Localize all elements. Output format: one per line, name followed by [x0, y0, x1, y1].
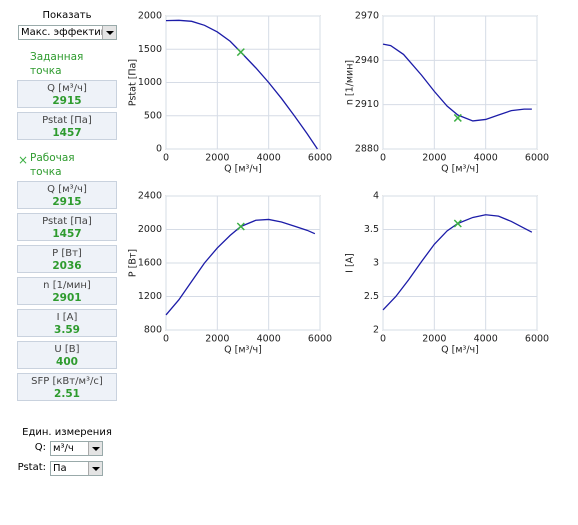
- operating-point: [236, 222, 245, 231]
- field-label: n [1/мин]: [43, 280, 91, 291]
- unit-label: Pstat:: [17, 462, 46, 473]
- x-tick-label: 4000: [474, 153, 498, 164]
- plot-area: [382, 15, 538, 150]
- field-box: Pstat [Па] 1457: [17, 112, 117, 140]
- field-label: I [A]: [56, 312, 78, 323]
- y-tick-label: 1500: [138, 44, 162, 55]
- field-value: 1457: [52, 228, 82, 240]
- operating-point: [453, 219, 462, 228]
- field-box: Pstat [Па] 1457: [17, 213, 117, 241]
- field-label: SFP [кВт/м³/с]: [31, 376, 103, 387]
- field-label: P [Вт]: [52, 248, 82, 259]
- field-box: U [B] 400: [17, 341, 117, 369]
- y-tick-label: 3.5: [364, 224, 379, 235]
- y-tick-label: 2: [373, 325, 379, 336]
- y-tick-label: 2000: [138, 11, 162, 22]
- x-axis-label: Q [м³/ч]: [224, 164, 262, 175]
- x-tick-label: 4000: [257, 153, 281, 164]
- x-tick-label: 0: [380, 334, 386, 345]
- field-box: SFP [кВт/м³/с] 2.51: [17, 373, 117, 401]
- field-label: Q [м³/ч]: [47, 83, 87, 94]
- unit-label: Q:: [34, 442, 46, 453]
- y-tick-label: 2400: [138, 191, 162, 202]
- x-tick-label: 6000: [308, 334, 332, 345]
- x-tick-label: 4000: [257, 334, 281, 345]
- field-label: Pstat [Па]: [42, 115, 92, 126]
- show-select[interactable]: Макс. эффективн: [18, 25, 117, 40]
- y-tick-label: 2970: [355, 11, 379, 22]
- field-value: 2915: [52, 196, 82, 208]
- y-tick-label: 0: [156, 144, 162, 155]
- field-label: Q [м³/ч]: [47, 184, 87, 195]
- show-label: Показать: [42, 10, 92, 21]
- curve: [382, 43, 532, 122]
- field-label: Pstat [Па]: [42, 216, 92, 227]
- y-tick-label: 1600: [138, 258, 162, 269]
- field-value: 400: [56, 356, 78, 368]
- y-tick-label: 2.5: [364, 291, 379, 302]
- select-value: Макс. эффективн: [21, 27, 114, 38]
- x-tick-label: 2000: [422, 153, 446, 164]
- field-value: 2901: [52, 292, 82, 304]
- y-tick-label: 500: [144, 110, 162, 121]
- y-tick-label: 1000: [138, 77, 162, 88]
- x-axis-label: Q [м³/ч]: [441, 345, 479, 356]
- y-tick-label: 800: [144, 325, 162, 336]
- y-tick-label: 2880: [355, 144, 379, 155]
- y-tick-label: 2910: [355, 99, 379, 110]
- unit-select[interactable]: Па: [50, 461, 103, 476]
- operating-point: [236, 48, 245, 57]
- x-tick-label: 2000: [422, 334, 446, 345]
- set-point-title: Заданная точка: [30, 51, 84, 77]
- operating-point: [453, 113, 462, 122]
- x-tick-label: 6000: [525, 153, 549, 164]
- field-box: Q [м³/ч] 2915: [17, 80, 117, 108]
- field-value: 2036: [52, 260, 82, 272]
- field-label: U [B]: [54, 344, 80, 355]
- x-tick-label: 4000: [474, 334, 498, 345]
- y-axis-label: Pstat [Па]: [128, 59, 139, 106]
- y-tick-label: 2000: [138, 224, 162, 235]
- y-tick-label: 3: [373, 258, 379, 269]
- field-value: 3.59: [54, 324, 80, 336]
- x-tick-label: 2000: [205, 153, 229, 164]
- unit-select[interactable]: м³/ч: [50, 441, 103, 456]
- units-title: Един. измерения: [22, 427, 112, 438]
- field-box: Q [м³/ч] 2915: [17, 181, 117, 209]
- field-box: I [A] 3.59: [17, 309, 117, 337]
- x-tick-label: 0: [380, 153, 386, 164]
- x-tick-label: 0: [163, 153, 169, 164]
- x-axis-label: Q [м³/ч]: [224, 345, 262, 356]
- select-value: Па: [53, 463, 67, 474]
- select-value: м³/ч: [53, 443, 74, 454]
- work-point-icon: ×: [18, 153, 29, 167]
- y-axis-label: P [Вт]: [128, 249, 139, 277]
- field-value: 1457: [52, 127, 82, 139]
- x-tick-label: 0: [163, 334, 169, 345]
- x-tick-label: 6000: [525, 334, 549, 345]
- y-axis-label: I [A]: [345, 253, 356, 273]
- x-tick-label: 2000: [205, 334, 229, 345]
- field-value: 2.51: [54, 388, 80, 400]
- work-point-title: Рабочая точка: [30, 152, 75, 178]
- y-tick-label: 1200: [138, 291, 162, 302]
- field-box: P [Вт] 2036: [17, 245, 117, 273]
- field-value: 2915: [52, 95, 82, 107]
- y-tick-label: 4: [373, 191, 379, 202]
- y-axis-label: n [1/мин]: [345, 60, 356, 105]
- field-box: n [1/мин] 2901: [17, 277, 117, 305]
- y-tick-label: 2940: [355, 55, 379, 66]
- x-tick-label: 6000: [308, 153, 332, 164]
- x-axis-label: Q [м³/ч]: [441, 164, 479, 175]
